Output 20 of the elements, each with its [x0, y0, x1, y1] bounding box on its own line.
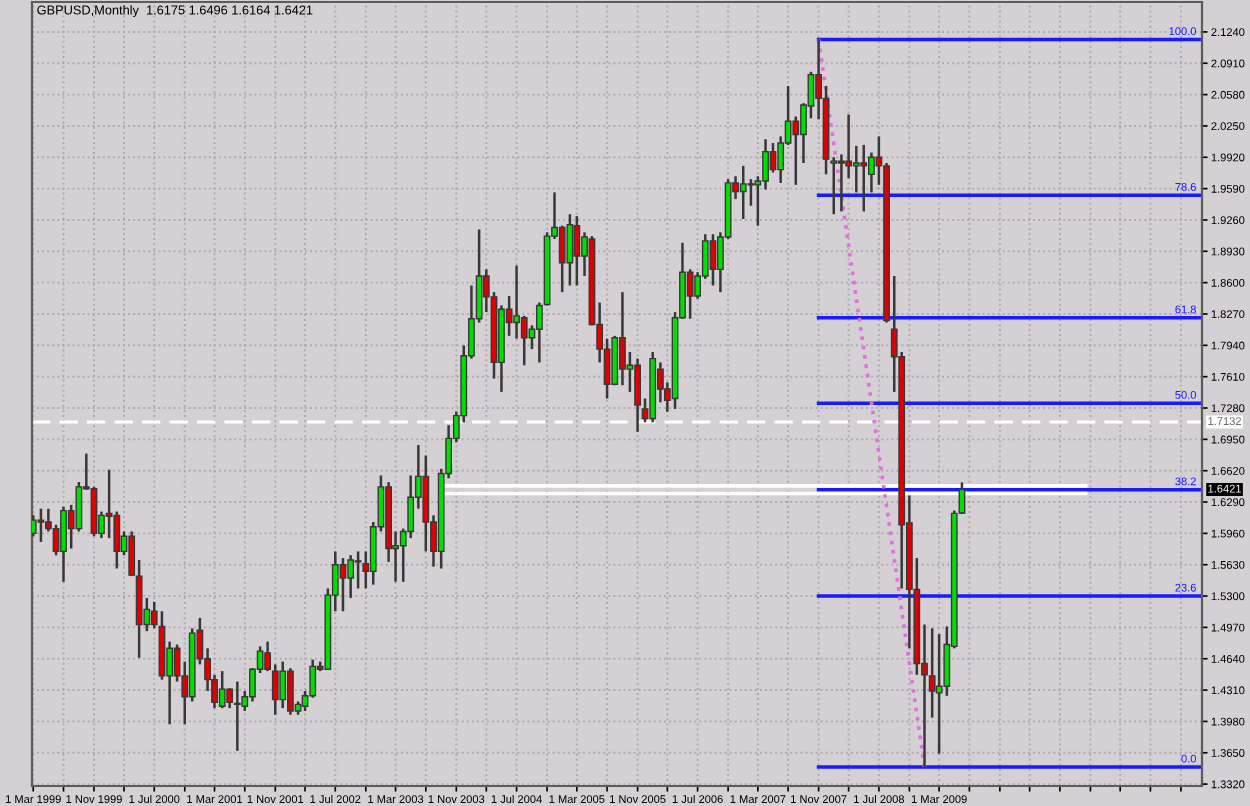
candlestick [634, 357, 641, 433]
candlestick [852, 144, 860, 194]
candlestick [935, 632, 943, 755]
candlestick [838, 153, 845, 213]
candlestick [739, 164, 747, 221]
candlestick [747, 177, 755, 207]
candlestick [279, 660, 287, 710]
candlestick [37, 507, 45, 544]
candlestick [233, 680, 241, 753]
candlestick [566, 213, 574, 287]
candlestick [339, 556, 347, 613]
candlestick [573, 214, 581, 287]
candlestick [286, 666, 294, 717]
candlestick [709, 232, 717, 287]
candlestick [619, 290, 626, 387]
candlestick [354, 550, 362, 590]
candlestick [60, 505, 67, 584]
candlestick [218, 669, 226, 710]
candlestick [860, 143, 868, 213]
candlestick [686, 268, 694, 320]
